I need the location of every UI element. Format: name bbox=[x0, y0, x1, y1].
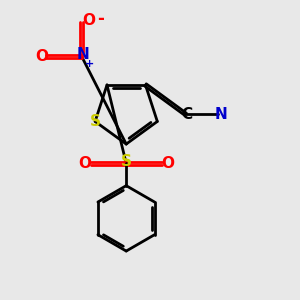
Text: O: O bbox=[161, 156, 174, 171]
Text: +: + bbox=[84, 59, 94, 69]
Text: O: O bbox=[78, 156, 91, 171]
Text: O: O bbox=[35, 49, 48, 64]
Text: S: S bbox=[121, 154, 132, 169]
Text: O: O bbox=[82, 13, 96, 28]
Text: N: N bbox=[215, 107, 228, 122]
Text: -: - bbox=[98, 10, 104, 28]
Text: N: N bbox=[77, 47, 89, 62]
Text: C: C bbox=[182, 107, 193, 122]
Text: S: S bbox=[90, 114, 101, 129]
